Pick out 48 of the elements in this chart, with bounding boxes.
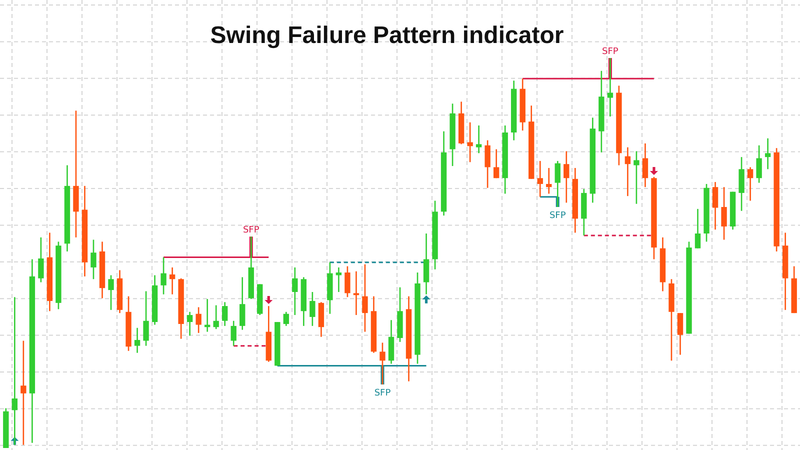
candlestick (476, 124, 482, 154)
candlestick (344, 266, 350, 298)
candlestick (90, 239, 96, 280)
candlestick (694, 208, 701, 249)
candlestick (546, 167, 552, 194)
chart-title: Swing Failure Pattern indicator (210, 22, 564, 49)
candlestick (738, 156, 744, 212)
candlestick (38, 236, 44, 283)
candlestick (222, 301, 228, 327)
candlestick (108, 274, 114, 311)
candlestick (186, 311, 193, 336)
candlestick (160, 256, 166, 295)
candlestick (624, 146, 631, 197)
candlestick (493, 148, 500, 179)
candlestick (20, 340, 26, 446)
candlestick (292, 266, 298, 316)
candlestick (721, 186, 727, 240)
candlestick (564, 150, 570, 204)
candlestick (240, 276, 246, 330)
candlestick (537, 160, 543, 198)
candlestick (756, 144, 762, 184)
candlestick (423, 232, 430, 295)
candlestick (134, 327, 140, 354)
candlestick (362, 264, 368, 332)
annotation: SFP (374, 388, 392, 398)
candlestick (213, 304, 219, 330)
candlestick (634, 150, 640, 205)
candlestick (143, 290, 149, 346)
text: SFP (602, 47, 619, 57)
candlestick (554, 160, 560, 208)
candlestick (484, 140, 490, 189)
candlestick (353, 270, 360, 316)
candlestick (196, 306, 202, 334)
annotation: SFP (242, 226, 260, 236)
candlestick (712, 181, 718, 230)
annotation: SFP (549, 210, 566, 221)
candlestick (283, 311, 289, 327)
candlestick (467, 122, 473, 163)
candlestick (388, 319, 394, 364)
candlestick (607, 57, 614, 118)
candlestick (230, 320, 236, 346)
candlestick (642, 142, 648, 188)
candlestick (764, 138, 771, 170)
candlestick (747, 166, 754, 202)
candlestick (169, 266, 176, 295)
candlestick (380, 342, 386, 386)
candlestick (310, 291, 316, 327)
candlestick (677, 312, 684, 356)
